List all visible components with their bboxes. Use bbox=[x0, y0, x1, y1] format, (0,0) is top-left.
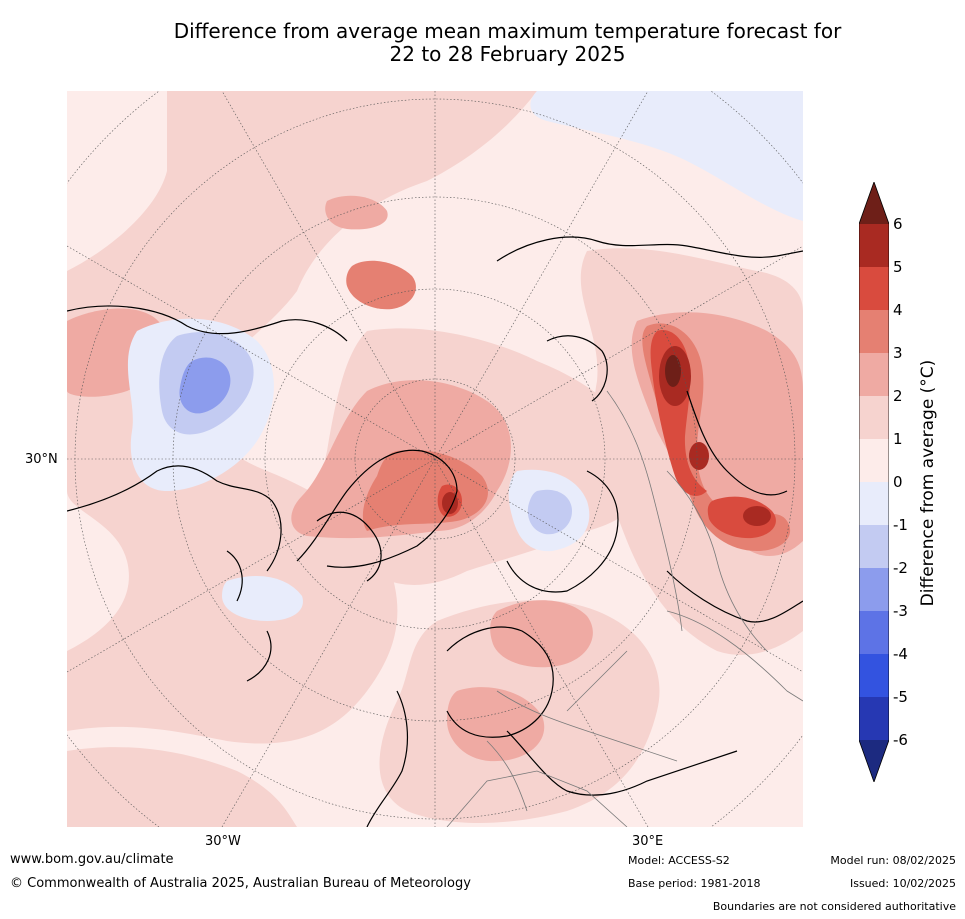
colorbar-tick-label: -3 bbox=[893, 602, 908, 620]
colorbar-tick-label: 1 bbox=[893, 430, 903, 448]
colorbar-tick-label: -4 bbox=[893, 645, 908, 663]
latitude-label-30n: 30°N bbox=[25, 452, 58, 467]
coastlines bbox=[67, 236, 803, 827]
colorbar-band-m2-m1 bbox=[859, 525, 889, 568]
temperature-anomaly-map bbox=[67, 91, 803, 827]
colorbar-tick-label: 2 bbox=[893, 387, 903, 405]
title-line-2: 22 to 28 February 2025 bbox=[389, 42, 626, 66]
colorbar-band-m6-m5 bbox=[859, 697, 889, 740]
colorbar-band-0-1 bbox=[859, 439, 889, 482]
anomaly-region-north-sea bbox=[325, 195, 388, 230]
anomaly-region-scandinavia bbox=[490, 600, 593, 668]
footer-base-period: Base period: 1981-2018 bbox=[628, 877, 761, 890]
colorbar-band-m4-m3 bbox=[859, 611, 889, 654]
colorbar-band-3-4 bbox=[859, 310, 889, 353]
footer-issued: Issued: 10/02/2025 bbox=[849, 877, 956, 890]
anomaly-cold-canada-core bbox=[179, 357, 231, 414]
graticule bbox=[67, 91, 803, 827]
footer-copyright: © Commonwealth of Australia 2025, Austra… bbox=[10, 876, 471, 891]
colorbar-tick-label: -2 bbox=[893, 559, 908, 577]
anomaly-cold-top-right bbox=[530, 91, 803, 221]
borders bbox=[446, 390, 803, 827]
colorbar-band-m1-0 bbox=[859, 482, 889, 525]
colorbar bbox=[859, 182, 889, 782]
colorbar-extend-min bbox=[859, 740, 889, 782]
colorbar-tick-label: 0 bbox=[893, 473, 903, 491]
anomaly-region-bottom-left bbox=[67, 747, 297, 827]
footer-model-run: Model run: 08/02/2025 bbox=[830, 854, 956, 867]
colorbar-band-m5-m4 bbox=[859, 654, 889, 697]
colorbar-tick-label: 6 bbox=[893, 215, 903, 233]
colorbar-label: Difference from average (°C) bbox=[918, 359, 938, 607]
colorbar-tick-label: 4 bbox=[893, 301, 903, 319]
colorbar-band-5-6 bbox=[859, 224, 889, 267]
longitude-label-30e: 30°E bbox=[632, 834, 664, 849]
colorbar-band-2-3 bbox=[859, 353, 889, 396]
footer-model: Model: ACCESS-S2 bbox=[628, 854, 730, 867]
colorbar-tick-label: -1 bbox=[893, 516, 908, 534]
footer-disclaimer: Boundaries are not considered authoritat… bbox=[712, 900, 956, 913]
anomaly-region-north-atlantic bbox=[67, 91, 537, 744]
anomaly-region-iceland-north bbox=[346, 260, 416, 310]
colorbar-tick-label: -6 bbox=[893, 731, 908, 749]
anomaly-cold-kara bbox=[527, 489, 572, 535]
colorbar-tick-label: 5 bbox=[893, 258, 903, 276]
map-title: Difference from average mean maximum tem… bbox=[0, 20, 965, 66]
title-line-1: Difference from average mean maximum tem… bbox=[173, 19, 842, 43]
anomaly-core-west-siberia bbox=[689, 442, 709, 470]
colorbar-extend-max bbox=[859, 182, 889, 224]
colorbar-tick-label: 3 bbox=[893, 344, 903, 362]
anomaly-core-barents bbox=[442, 492, 458, 514]
colorbar-band-4-5 bbox=[859, 267, 889, 310]
longitude-label-30w: 30°W bbox=[205, 834, 241, 849]
colorbar-band-1-2 bbox=[859, 396, 889, 439]
footer-url[interactable]: www.bom.gov.au/climate bbox=[10, 852, 174, 867]
colorbar-tick-label: -5 bbox=[893, 688, 908, 706]
anomaly-region-central-europe bbox=[447, 687, 545, 762]
anomaly-core-ural bbox=[743, 506, 771, 526]
anomaly-core-extreme bbox=[665, 355, 681, 387]
colorbar-band-m3-m2 bbox=[859, 568, 889, 611]
